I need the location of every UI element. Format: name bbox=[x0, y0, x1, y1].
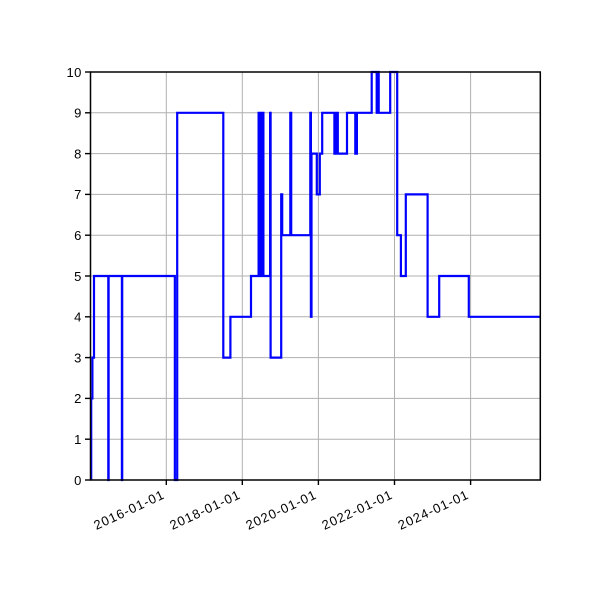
svg-text:3: 3 bbox=[74, 350, 82, 365]
svg-text:9: 9 bbox=[74, 106, 82, 121]
svg-text:0: 0 bbox=[74, 473, 82, 488]
svg-text:7: 7 bbox=[74, 187, 82, 202]
svg-text:1: 1 bbox=[74, 432, 82, 447]
svg-text:10: 10 bbox=[67, 65, 82, 80]
svg-text:4: 4 bbox=[74, 310, 82, 325]
svg-text:8: 8 bbox=[74, 146, 82, 161]
svg-text:5: 5 bbox=[74, 269, 82, 284]
svg-text:2: 2 bbox=[74, 391, 82, 406]
svg-text:6: 6 bbox=[74, 228, 82, 243]
